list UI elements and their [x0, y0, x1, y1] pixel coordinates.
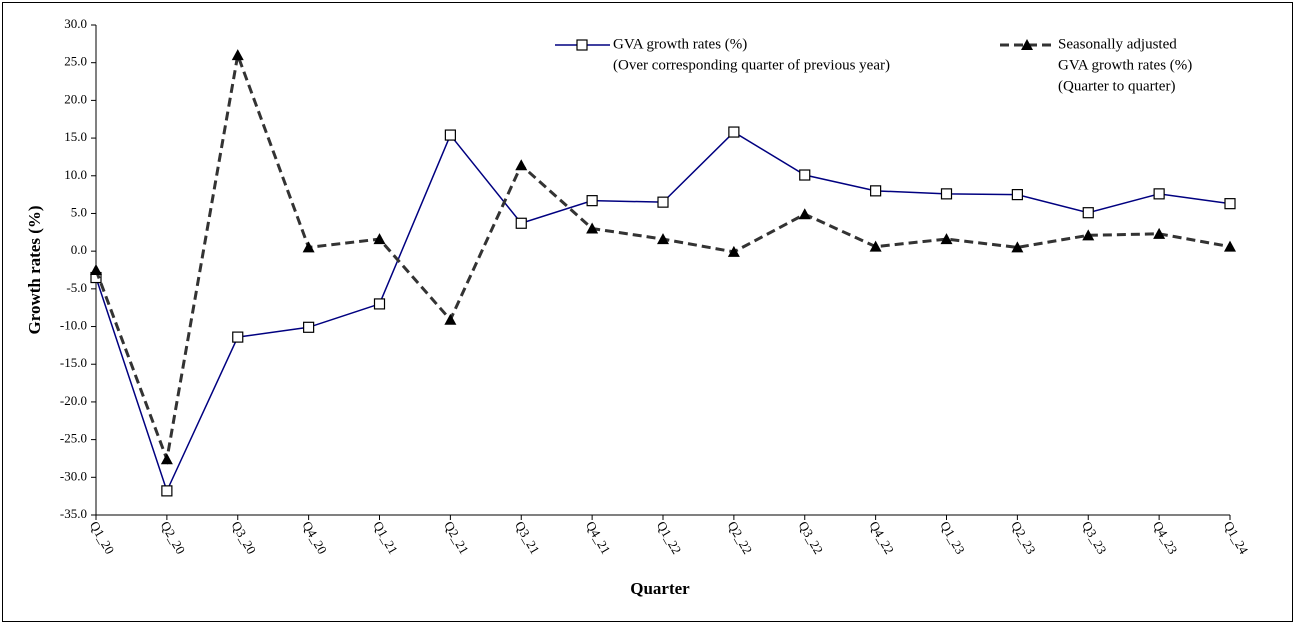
y-tick-label: 25.0 [64, 54, 87, 69]
point-marker [798, 208, 811, 220]
point-marker [586, 195, 598, 207]
point-marker [576, 39, 588, 51]
point-marker [869, 240, 882, 252]
point-marker [799, 169, 811, 181]
point-marker [657, 233, 669, 245]
point-marker [444, 313, 457, 325]
point-marker [1224, 240, 1236, 252]
y-tick-label: -30.0 [60, 468, 87, 483]
point-marker [586, 222, 599, 234]
legend-label: Seasonally adjusted [1058, 36, 1177, 52]
point-marker [870, 185, 882, 197]
y-tick-label: 15.0 [64, 129, 87, 144]
point-marker [373, 233, 386, 245]
y-tick-label: 10.0 [64, 167, 87, 182]
point-marker [1021, 39, 1033, 50]
legend-label: (Quarter to quarter) [1058, 78, 1175, 94]
point-marker [515, 217, 527, 229]
point-marker [728, 126, 740, 138]
y-tick-label: 20.0 [64, 91, 87, 106]
point-marker [1153, 227, 1166, 239]
point-marker [1011, 241, 1024, 253]
legend-label: (Over corresponding quarter of previous … [613, 57, 890, 73]
y-tick-label: -25.0 [60, 431, 87, 446]
y-tick-label: -35.0 [60, 506, 87, 521]
point-marker [1153, 188, 1165, 200]
point-marker [1082, 229, 1095, 241]
legend-label: GVA growth rates (%) [1058, 57, 1192, 73]
y-tick-label: -20.0 [60, 393, 87, 408]
point-marker [161, 485, 173, 497]
point-marker [515, 159, 528, 171]
point-marker [444, 129, 456, 141]
y-tick-label: -5.0 [66, 280, 87, 295]
point-marker [302, 241, 315, 253]
point-marker [657, 196, 669, 208]
point-marker [160, 453, 173, 465]
point-marker [940, 188, 953, 200]
x-axis-title: Quarter [630, 579, 690, 598]
y-tick-label: -10.0 [60, 318, 87, 333]
y-tick-label: -15.0 [60, 355, 87, 370]
point-marker [232, 331, 244, 343]
point-marker [231, 49, 244, 61]
point-marker [727, 245, 740, 257]
point-marker [940, 233, 953, 245]
point-marker [1224, 198, 1236, 210]
point-marker [1011, 189, 1023, 201]
y-axis-title: Growth rates (%) [25, 205, 44, 334]
point-marker [373, 298, 386, 310]
y-tick-label: 5.0 [71, 204, 87, 219]
y-tick-label: 30.0 [64, 16, 87, 31]
point-marker [90, 264, 102, 275]
y-tick-label: 0.0 [71, 242, 87, 257]
point-marker [1082, 207, 1094, 219]
point-marker [303, 321, 315, 333]
legend-label: GVA growth rates (%) [613, 36, 747, 52]
